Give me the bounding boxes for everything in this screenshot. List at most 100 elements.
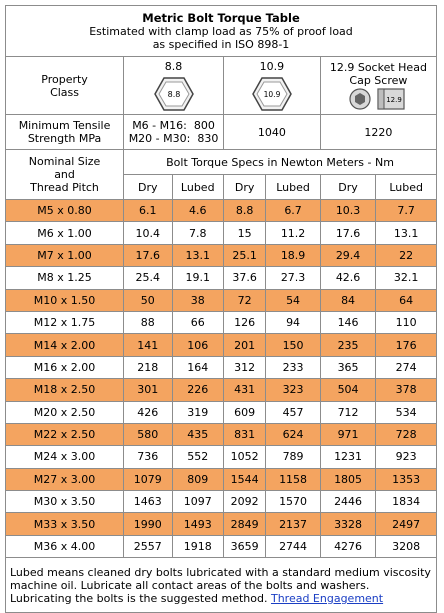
torque-value-cell: 42.6 <box>320 267 376 289</box>
torque-table: Metric Bolt Torque Table Estimated with … <box>5 5 437 613</box>
table-row: M33 x 3.50 1990 1493 2849 2137 3328 2497 <box>6 513 436 535</box>
torque-value-cell: 1158 <box>266 468 320 491</box>
torque-value-cell: 1805 <box>320 468 376 491</box>
grade-10-9-cell: 10.9 10.9 <box>223 57 320 114</box>
torque-value-cell: 809 <box>172 468 223 491</box>
torque-value-cell: 3328 <box>320 513 376 535</box>
torque-value-cell: 6.7 <box>266 200 320 222</box>
torque-value-cell: 1544 <box>223 468 266 491</box>
bolt-size-cell: M20 x 2.50 <box>6 401 124 423</box>
thread-engagement-link[interactable]: Thread Engagement <box>270 591 384 605</box>
col-header: Dry <box>320 175 376 199</box>
torque-value-cell: 312 <box>223 356 266 379</box>
hex-mark-10-9: 10.9 <box>264 90 281 99</box>
bolt-size-cell: M27 x 3.00 <box>6 468 124 491</box>
grade-10-9-label: 10.9 <box>259 59 285 73</box>
title-line1: Estimated with clamp load as 75% of proo… <box>89 24 353 38</box>
torque-value-cell: 66 <box>172 311 223 334</box>
torque-value-cell: 3208 <box>376 535 436 558</box>
torque-value-cell: 831 <box>223 423 266 446</box>
torque-value-cell: 624 <box>266 423 320 446</box>
socket-cap-screw-icon: 12.9 <box>349 87 406 110</box>
property-class-label: Property Class <box>6 57 124 114</box>
torque-value-cell: 15 <box>223 222 266 244</box>
torque-value-cell: 150 <box>266 334 320 356</box>
torque-value-cell: 712 <box>320 401 376 423</box>
torque-value-cell: 7.7 <box>376 200 436 222</box>
table-row: M18 x 2.50 301 226 431 323 504 378 <box>6 379 436 401</box>
tensile-label: Minimum Tensile Strength MPa <box>6 115 124 149</box>
bolt-size-cell: M24 x 3.00 <box>6 446 124 468</box>
bolt-size-cell: M14 x 2.00 <box>6 334 124 356</box>
table-row: M8 x 1.25 25.4 19.1 37.6 27.3 42.6 32.1 <box>6 267 436 289</box>
torque-value-cell: 1990 <box>124 513 172 535</box>
table-row: M10 x 1.50 50 38 72 54 84 64 <box>6 289 436 311</box>
col-header: Dry <box>223 175 266 199</box>
torque-value-cell: 1493 <box>172 513 223 535</box>
torque-value-cell: 1231 <box>320 446 376 468</box>
col-header: Dry <box>124 175 172 199</box>
torque-value-cell: 176 <box>376 334 436 356</box>
torque-value-cell: 378 <box>376 379 436 401</box>
grade-8-8-label: 8.8 <box>164 59 183 73</box>
tensile-10-9: 1040 <box>223 115 320 149</box>
tensile-12-9: 1220 <box>320 115 436 149</box>
torque-value-cell: 141 <box>124 334 172 356</box>
torque-value-cell: 2849 <box>223 513 266 535</box>
torque-value-cell: 2497 <box>376 513 436 535</box>
title-line2: as specified in ISO 898-1 <box>152 37 290 51</box>
torque-value-cell: 8.8 <box>223 200 266 222</box>
torque-value-cell: 1570 <box>266 491 320 513</box>
torque-value-cell: 426 <box>124 401 172 423</box>
table-row: M6 x 1.00 10.4 7.8 15 11.2 17.6 13.1 <box>6 222 436 244</box>
torque-value-cell: 504 <box>320 379 376 401</box>
footnote: Lubed means cleaned dry bolts lubricated… <box>6 558 436 613</box>
torque-value-cell: 2446 <box>320 491 376 513</box>
hex-mark-8-8: 8.8 <box>167 90 180 99</box>
torque-value-cell: 728 <box>376 423 436 446</box>
torque-value-cell: 1463 <box>124 491 172 513</box>
torque-value-cell: 1052 <box>223 446 266 468</box>
torque-value-cell: 17.6 <box>320 222 376 244</box>
torque-value-cell: 2092 <box>223 491 266 513</box>
torque-value-cell: 2137 <box>266 513 320 535</box>
torque-value-cell: 1353 <box>376 468 436 491</box>
torque-value-cell: 319 <box>172 401 223 423</box>
tensile-8-8: M6 - M16: 800 M20 - M30: 830 <box>124 115 223 149</box>
torque-value-cell: 1918 <box>172 535 223 558</box>
torque-value-cell: 10.3 <box>320 200 376 222</box>
socket-label-line1: 12.9 Socket Head <box>329 60 427 74</box>
table-row: M14 x 2.00 141 106 201 150 235 176 <box>6 334 436 356</box>
torque-value-cell: 226 <box>172 379 223 401</box>
torque-value-cell: 126 <box>223 311 266 334</box>
torque-value-cell: 18.9 <box>266 244 320 267</box>
grade-8-8-cell: 8.8 8.8 <box>124 57 223 114</box>
torque-table-container: Metric Bolt Torque Table Estimated with … <box>5 5 437 613</box>
torque-value-cell: 552 <box>172 446 223 468</box>
socket-mark: 12.9 <box>387 96 403 104</box>
torque-value-cell: 201 <box>223 334 266 356</box>
torque-value-cell: 301 <box>124 379 172 401</box>
bolt-size-cell: M6 x 1.00 <box>6 222 124 244</box>
table-row: M22 x 2.50 580 435 831 624 971 728 <box>6 423 436 446</box>
table-row: M16 x 2.00 218 164 312 233 365 274 <box>6 356 436 379</box>
table-row: M12 x 1.75 88 66 126 94 146 110 <box>6 311 436 334</box>
col-header: Lubed <box>376 175 436 199</box>
torque-value-cell: 29.4 <box>320 244 376 267</box>
torque-value-cell: 17.6 <box>124 244 172 267</box>
bolt-size-cell: M12 x 1.75 <box>6 311 124 334</box>
torque-value-cell: 84 <box>320 289 376 311</box>
torque-value-cell: 72 <box>223 289 266 311</box>
torque-value-cell: 323 <box>266 379 320 401</box>
bolt-size-cell: M33 x 3.50 <box>6 513 124 535</box>
torque-value-cell: 1079 <box>124 468 172 491</box>
torque-value-cell: 19.1 <box>172 267 223 289</box>
torque-value-cell: 38 <box>172 289 223 311</box>
torque-value-cell: 3659 <box>223 535 266 558</box>
col-header: Lubed <box>172 175 223 199</box>
torque-value-cell: 365 <box>320 356 376 379</box>
torque-value-cell: 435 <box>172 423 223 446</box>
torque-value-cell: 10.4 <box>124 222 172 244</box>
torque-value-cell: 54 <box>266 289 320 311</box>
bolt-size-cell: M8 x 1.25 <box>6 267 124 289</box>
